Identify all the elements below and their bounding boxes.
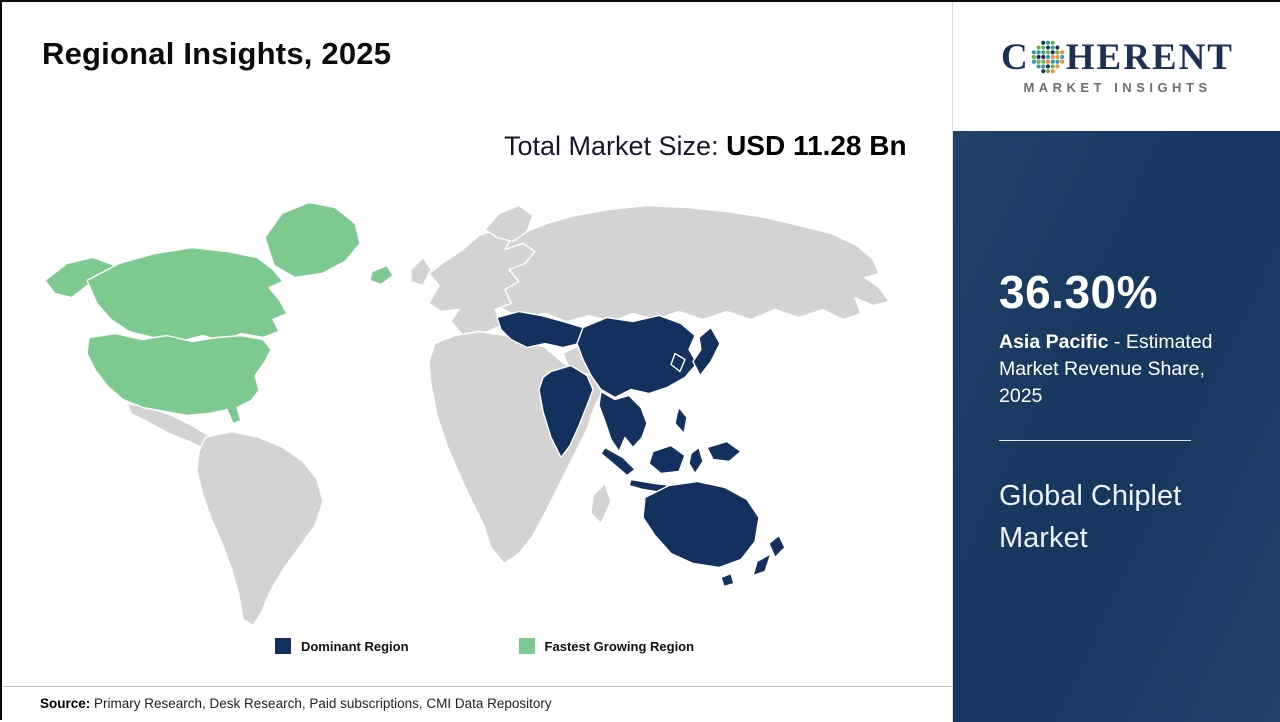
right-sidebar: C HERENT MARKET INSIGHTS 36.30% Asia Pac… [952,2,1280,722]
region-southeast-asia [598,390,648,453]
region-new-zealand-south [752,552,772,577]
fastest-growing-region-swatch [518,638,535,654]
region-madagascar [590,482,612,525]
dominant-region-swatch [274,638,291,654]
logo-letters-herent: HERENT [1065,36,1234,78]
globe-dots-icon [1031,40,1064,74]
legend-item-fastest-growing: Fastest Growing Region [518,638,695,654]
logo-letter-c: C [1001,36,1030,78]
region-philippines [674,406,688,435]
region-japan [692,326,721,377]
fastest-growing-region-label: Fastest Growing Region [544,638,695,654]
total-market-size: Total Market Size: USD 11.28 Bn [504,126,924,167]
market-share-desc-text: - Estimated Market Revenue Share, 2025 [999,331,1213,407]
region-usa [86,332,272,425]
panel-divider [999,439,1191,441]
region-australia [642,480,760,569]
source-footer: Source: Primary Research, Desk Research,… [2,686,952,711]
region-scandinavia [484,204,534,243]
legend-item-dominant: Dominant Region [274,638,409,654]
region-russia [488,204,890,323]
market-name: Global Chiplet Market [999,479,1182,554]
brand-logo: C HERENT MARKET INSIGHTS [953,2,1280,131]
region-borneo [648,444,686,475]
world-map-svg [44,201,890,627]
region-new-guinea [706,440,742,463]
region-central-asia [496,310,584,349]
region-europe [428,228,536,337]
region-new-zealand-north [768,534,786,559]
region-tasmania [720,572,735,588]
world-map [27,184,942,642]
market-share-value: 36.30% [999,266,1159,318]
source-label: Source: [40,696,91,711]
region-greenland [264,201,361,279]
total-market-size-label: Total Market Size: [504,131,727,161]
region-south-america [196,430,324,627]
region-sulawesi [688,446,704,475]
region-china-mongolia [576,314,698,399]
region-india [538,364,594,459]
region-canada [86,246,288,343]
stat-panel: 36.30% Asia Pacific - Estimated Market R… [953,131,1280,722]
region-sumatra [600,446,636,477]
region-korea [670,352,686,373]
dominant-region-label: Dominant Region [300,638,409,654]
brand-logo-wordmark: C HERENT [1001,39,1234,76]
page-title: Regional Insights, 2025 [42,36,392,71]
source-text: Primary Research, Desk Research, Paid su… [90,696,552,711]
brand-tagline: MARKET INSIGHTS [1023,79,1212,95]
total-market-size-value: USD 11.28 Bn [726,130,907,161]
map-legend: Dominant Region Fastest Growing Region [27,638,942,654]
market-share-description: Asia Pacific - Estimated Market Revenue … [999,329,1244,410]
region-uk [410,256,432,287]
region-iceland [369,264,394,286]
market-share-region: Asia Pacific [999,331,1109,353]
